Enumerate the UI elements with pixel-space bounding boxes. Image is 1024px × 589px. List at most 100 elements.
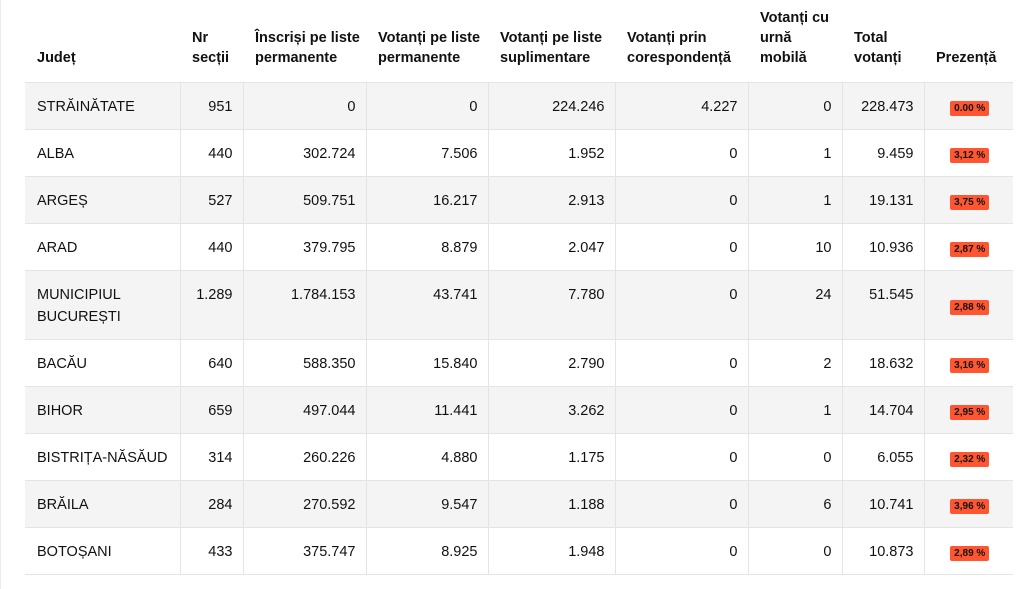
cell-correspondence: 0 <box>615 386 749 434</box>
county-name: STRĂINĂTATE <box>37 98 135 115</box>
col-header-presence[interactable]: Prezență <box>936 49 997 66</box>
col-header-sections[interactable]: Nr secții <box>192 29 230 66</box>
cell-correspondence: 4.227 <box>615 81 749 130</box>
cell-mobile: 0 <box>748 81 843 130</box>
cell-registered: 379.795 <box>243 223 367 271</box>
cell-permanent: 15.840 <box>366 339 489 387</box>
cell-registered: 497.044 <box>243 386 367 434</box>
county-name: BISTRIȚA-NĂSĂUD <box>37 449 168 466</box>
cell-supplementary: 2.790 <box>488 339 616 387</box>
cell-supplementary: 224.246 <box>488 81 616 130</box>
cell-supplementary: 2.047 <box>488 223 616 271</box>
table-row: STRĂINĂTATE 951 0 0 224.246 4.227 0 228.… <box>25 81 1013 130</box>
cell-supplementary: 1.948 <box>488 527 616 575</box>
cell-mobile: 0 <box>748 527 843 575</box>
table-row: MUNICIPIUL BUCUREȘTI 1.289 1.784.153 43.… <box>25 270 1013 340</box>
col-header-registered[interactable]: Înscriși pe liste permanente <box>255 29 360 66</box>
table-row: ARAD 440 379.795 8.879 2.047 0 10 10.936… <box>25 223 1013 271</box>
table-row: BRĂILA 284 270.592 9.547 1.188 0 6 10.74… <box>25 480 1013 528</box>
presence-badge: 3,75 % <box>950 194 990 210</box>
cell-total: 10.873 <box>842 527 925 575</box>
cell-correspondence: 0 <box>615 129 749 177</box>
cell-sections: 314 <box>180 433 244 481</box>
cell-total: 19.131 <box>842 176 925 224</box>
cell-sections: 284 <box>180 480 244 528</box>
cell-county: STRĂINĂTATE <box>25 81 181 130</box>
cell-presence: 2,88 % <box>924 270 1013 340</box>
cell-total: 10.936 <box>842 223 925 271</box>
cell-mobile: 24 <box>748 270 843 340</box>
cell-county: ARGEȘ <box>25 176 181 224</box>
cell-sections: 659 <box>180 386 244 434</box>
cell-mobile: 1 <box>748 386 843 434</box>
county-name: ALBA <box>37 145 75 162</box>
cell-county: BISTRIȚA-NĂSĂUD <box>25 433 181 481</box>
table-row: BACĂU 640 588.350 15.840 2.790 0 2 18.63… <box>25 339 1013 387</box>
cell-mobile: 1 <box>748 176 843 224</box>
cell-mobile: 10 <box>748 223 843 271</box>
cell-correspondence: 0 <box>615 339 749 387</box>
cell-total: 18.632 <box>842 339 925 387</box>
cell-correspondence: 0 <box>615 480 749 528</box>
cell-correspondence: 0 <box>615 176 749 224</box>
cell-presence: 3,16 % <box>924 339 1013 387</box>
cell-permanent: 8.879 <box>366 223 489 271</box>
cell-sections: 433 <box>180 527 244 575</box>
cell-permanent: 8.925 <box>366 527 489 575</box>
cell-county: BOTOȘANI <box>25 527 181 575</box>
cell-county: BIHOR <box>25 386 181 434</box>
cell-total: 228.473 <box>842 81 925 130</box>
presence-badge: 2,95 % <box>950 404 990 420</box>
presence-badge: 2,32 % <box>950 451 990 467</box>
table-row: BISTRIȚA-NĂSĂUD 314 260.226 4.880 1.175 … <box>25 433 1013 481</box>
left-divider <box>0 0 1 589</box>
cell-supplementary: 3.262 <box>488 386 616 434</box>
col-header-total[interactable]: Total votanți <box>854 29 902 66</box>
cell-registered: 509.751 <box>243 176 367 224</box>
table-header-row: Județ Nr secții Înscriși pe liste perman… <box>25 0 1013 82</box>
table-row: ARGEȘ 527 509.751 16.217 2.913 0 1 19.13… <box>25 176 1013 224</box>
cell-permanent: 4.880 <box>366 433 489 481</box>
cell-presence: 3,75 % <box>924 176 1013 224</box>
presence-badge: 2,87 % <box>950 241 990 257</box>
presence-badge: 3,12 % <box>950 147 990 163</box>
cell-correspondence: 0 <box>615 527 749 575</box>
cell-supplementary: 1.952 <box>488 129 616 177</box>
cell-sections: 1.289 <box>180 270 244 340</box>
cell-total: 9.459 <box>842 129 925 177</box>
cell-registered: 1.784.153 <box>243 270 367 340</box>
cell-total: 10.741 <box>842 480 925 528</box>
cell-sections: 440 <box>180 223 244 271</box>
cell-mobile: 0 <box>748 433 843 481</box>
cell-registered: 0 <box>243 81 367 130</box>
cell-presence: 2,95 % <box>924 386 1013 434</box>
cell-permanent: 16.217 <box>366 176 489 224</box>
cell-supplementary: 2.913 <box>488 176 616 224</box>
cell-county: ALBA <box>25 129 181 177</box>
cell-county: MUNICIPIUL BUCUREȘTI <box>25 270 181 340</box>
col-header-supplementary[interactable]: Votanți pe liste suplimentare <box>500 29 603 66</box>
cell-total: 6.055 <box>842 433 925 481</box>
cell-presence: 3,12 % <box>924 129 1013 177</box>
table-row: BOTOȘANI 433 375.747 8.925 1.948 0 0 10.… <box>25 527 1013 575</box>
cell-presence: 3,96 % <box>924 480 1013 528</box>
col-header-correspondence[interactable]: Votanți prin corespondență <box>627 29 731 66</box>
cell-mobile: 6 <box>748 480 843 528</box>
presence-badge: 3,16 % <box>950 357 990 373</box>
cell-supplementary: 1.188 <box>488 480 616 528</box>
presence-badge: 3,96 % <box>950 498 990 514</box>
col-header-permanent[interactable]: Votanți pe liste permanente <box>378 29 481 66</box>
county-name: MUNICIPIUL BUCUREȘTI <box>37 286 121 325</box>
county-name: BACĂU <box>37 355 87 372</box>
cell-supplementary: 1.175 <box>488 433 616 481</box>
cell-total: 14.704 <box>842 386 925 434</box>
county-name: ARAD <box>37 239 78 256</box>
cell-sections: 527 <box>180 176 244 224</box>
cell-correspondence: 0 <box>615 433 749 481</box>
cell-permanent: 43.741 <box>366 270 489 340</box>
col-header-county[interactable]: Județ <box>37 49 76 66</box>
cell-county: BRĂILA <box>25 480 181 528</box>
county-name: BOTOȘANI <box>37 543 112 560</box>
col-header-mobile[interactable]: Votanți cu urnă mobilă <box>760 9 830 66</box>
